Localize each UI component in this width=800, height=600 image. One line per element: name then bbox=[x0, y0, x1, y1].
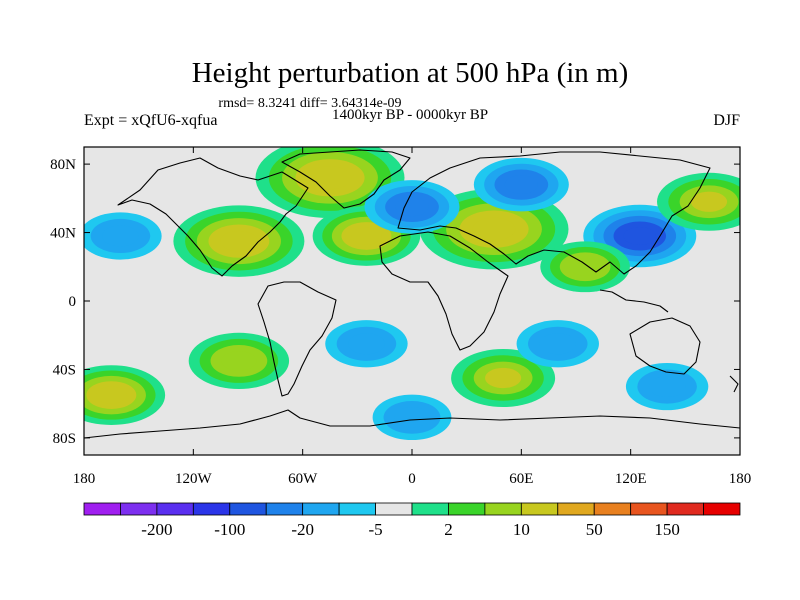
anomaly-antarctic-negative bbox=[372, 394, 452, 441]
subtitle: 1400kyr BP - 0000kyr BP bbox=[332, 107, 488, 123]
map-plot-area bbox=[84, 147, 740, 455]
contour-shell bbox=[220, 230, 258, 252]
x-axis: 180 120W 60W 0 60E 120E 180 bbox=[73, 147, 752, 487]
colorbar-box bbox=[156, 502, 194, 516]
colorbar-box bbox=[666, 502, 704, 516]
contour-shell bbox=[308, 166, 352, 190]
x-tick-label: 180 bbox=[73, 471, 96, 487]
colorbar-label: -200 bbox=[141, 520, 172, 539]
colorbar-label: -100 bbox=[214, 520, 245, 539]
stats-line: rmsd= 8.3241 diff= 3.64314e-09 bbox=[218, 96, 401, 111]
contour-shell bbox=[648, 376, 686, 398]
colorbar-box bbox=[593, 502, 632, 516]
anomaly-fields bbox=[84, 147, 740, 441]
y-tick-label: 40S bbox=[53, 362, 76, 378]
colorbar-label: 10 bbox=[513, 520, 530, 539]
colorbar-box bbox=[484, 502, 522, 516]
season-label: DJF bbox=[713, 112, 740, 129]
y-tick-label: 80N bbox=[50, 157, 76, 173]
contour-shell bbox=[348, 333, 385, 355]
chart-title: Height perturbation at 500 hPa (in m) bbox=[192, 57, 629, 89]
contour-shell bbox=[690, 191, 728, 212]
contour-shell bbox=[472, 217, 516, 241]
colorbar-label: -20 bbox=[291, 520, 314, 539]
y-tick-label: 40N bbox=[50, 226, 76, 242]
colorbar-box bbox=[375, 502, 413, 516]
contour-shell bbox=[395, 197, 429, 217]
colorbar-box bbox=[265, 502, 304, 516]
anomaly-indian-ocean-negative bbox=[516, 320, 599, 368]
anomaly-south-pacific-positive bbox=[188, 332, 290, 389]
x-tick-label: 60E bbox=[509, 471, 533, 487]
y-tick-label: 80S bbox=[53, 431, 76, 447]
colorbar-box bbox=[302, 502, 340, 516]
anomaly-bering-positive bbox=[657, 172, 740, 231]
coast-africa bbox=[379, 231, 509, 351]
anomaly-europe-negative bbox=[364, 180, 460, 234]
anomaly-south-atlantic-negative bbox=[325, 320, 408, 368]
anomaly-siberia-negative bbox=[473, 157, 569, 212]
colorbar-box bbox=[448, 502, 486, 516]
y-axis: 80N 40N 0 40S 80S bbox=[50, 157, 740, 447]
colorbar-box bbox=[630, 502, 668, 516]
anomaly-north-atlantic-positive bbox=[312, 206, 421, 266]
contour-shell bbox=[504, 175, 538, 194]
coast-antarctica bbox=[84, 409, 740, 439]
colorbar-box bbox=[120, 502, 158, 516]
colorbar-label: -5 bbox=[368, 520, 382, 539]
y-tick-label: 0 bbox=[69, 294, 77, 310]
x-tick-label: 180 bbox=[729, 471, 752, 487]
contour-shell bbox=[221, 351, 257, 371]
contour-shell bbox=[394, 407, 430, 428]
colorbar-box bbox=[83, 502, 121, 516]
colorbar-box bbox=[229, 502, 267, 516]
colorbar-label: 2 bbox=[444, 520, 453, 539]
x-tick-label: 120W bbox=[175, 471, 213, 487]
colorbar bbox=[83, 502, 741, 516]
contour-shell bbox=[485, 367, 522, 389]
coast-australia bbox=[629, 317, 701, 375]
contour-shell bbox=[539, 333, 577, 355]
contour-shell bbox=[623, 227, 656, 245]
x-tick-label: 0 bbox=[408, 471, 416, 487]
coast-eurasia bbox=[397, 151, 711, 275]
coast-indonesia bbox=[599, 289, 669, 313]
contour-shell bbox=[351, 227, 382, 245]
coast-new-zealand bbox=[729, 375, 739, 393]
colorbar-label: 50 bbox=[586, 520, 603, 539]
colorbar-label: 150 bbox=[654, 520, 680, 539]
experiment-label: Expt = xQfU6-xqfua bbox=[84, 112, 217, 129]
x-tick-label: 120E bbox=[615, 471, 647, 487]
coastlines bbox=[84, 149, 740, 439]
colorbar-box bbox=[338, 502, 376, 516]
anomaly-southwest-pacific-positive bbox=[84, 365, 166, 426]
anomaly-north-pacific-negative bbox=[84, 212, 162, 260]
coast-south-america bbox=[257, 281, 337, 397]
anomaly-south-indian-positive bbox=[451, 349, 556, 407]
contour-shell bbox=[569, 257, 601, 276]
anomaly-southern-ocean-negative bbox=[625, 362, 709, 411]
colorbar-box bbox=[192, 502, 231, 516]
colorbar-labels: -200 -100 -20 -5 2 10 50 150 bbox=[141, 520, 680, 539]
x-tick-label: 60W bbox=[288, 471, 318, 487]
colorbar-box bbox=[411, 502, 449, 516]
colorbar-box bbox=[557, 502, 595, 516]
contour-shell bbox=[102, 225, 139, 247]
colorbar-box bbox=[520, 502, 559, 516]
anomaly-bay-of-bengal-positive bbox=[540, 241, 630, 293]
coast-north-america bbox=[117, 157, 309, 277]
colorbar-box bbox=[703, 502, 741, 516]
coast-greenland bbox=[281, 149, 411, 209]
contour-shell bbox=[95, 386, 127, 404]
